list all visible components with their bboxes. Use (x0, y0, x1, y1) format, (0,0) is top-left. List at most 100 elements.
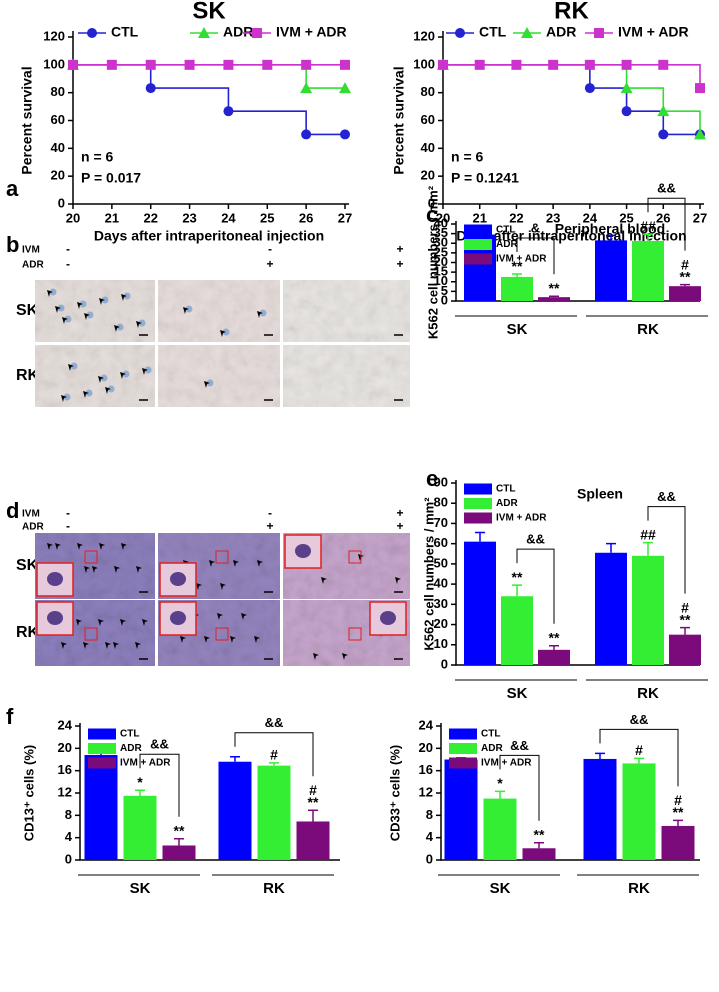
significance-label: ** (549, 280, 560, 296)
arrowhead (55, 306, 61, 313)
arrowhead (84, 313, 90, 320)
significance-label: * (137, 774, 143, 790)
marker (438, 59, 448, 70)
arrowhead (220, 330, 226, 337)
bar (501, 276, 533, 301)
bracket (516, 548, 555, 624)
arrowhead (47, 290, 53, 297)
inset-box (215, 550, 229, 564)
x-tick-label: RK (637, 685, 659, 702)
x-tick-label: SK (130, 880, 151, 897)
bar (595, 552, 627, 665)
micrograph-texture (158, 345, 280, 407)
treatment-sign: + (396, 519, 403, 533)
marker (106, 59, 117, 70)
significance-label: ** (680, 268, 691, 284)
x-tick-label: SK (490, 880, 511, 897)
inset-box (348, 627, 362, 641)
bracket-label: && (630, 712, 649, 727)
x-tick-label: 20 (436, 210, 450, 225)
y-tick-label: 40 (434, 215, 448, 230)
arrowhead (99, 543, 105, 550)
chart-title: Spleen (577, 486, 623, 502)
arrowhead (342, 653, 348, 660)
legend-label: IVM + ADR (618, 24, 689, 40)
error-bar (269, 762, 279, 766)
significance-label: # (270, 747, 278, 763)
arrowhead (142, 368, 148, 375)
marker (340, 59, 350, 70)
inset-cell (380, 611, 396, 625)
arrowhead (217, 613, 223, 620)
error-bar (549, 295, 559, 298)
arrowhead (136, 566, 142, 573)
legend-swatch (88, 728, 116, 740)
arrowhead (196, 583, 202, 590)
error-bar (230, 755, 240, 762)
inset (284, 534, 322, 569)
bracket (234, 732, 314, 777)
bar (218, 761, 252, 860)
bracket-label: && (150, 737, 169, 752)
bar (464, 541, 496, 665)
inset-box (84, 627, 98, 641)
y-tick-label: 5 (441, 283, 448, 298)
arrowhead (220, 583, 226, 590)
y-tick-label: 0 (65, 851, 72, 866)
bar (257, 765, 291, 860)
y-tick-label: 40 (421, 140, 435, 155)
bar (583, 758, 617, 860)
treatment-sign: + (266, 257, 273, 271)
y-tick-label: 35 (434, 225, 448, 240)
arrowhead (241, 613, 247, 620)
panel-label: b (6, 232, 19, 257)
y-tick-label: 20 (51, 168, 65, 183)
y-axis-label: Percent survival (391, 66, 407, 174)
treatment-label: IVM (22, 509, 40, 520)
error-bar (673, 819, 683, 826)
legend-swatch (464, 239, 492, 250)
bracket-label: && (657, 181, 676, 196)
y-tick-label: 25 (434, 244, 448, 259)
error-bar (643, 233, 653, 241)
inset-cell (295, 544, 311, 558)
x-tick-label: 21 (472, 210, 486, 225)
error-bar (606, 542, 616, 553)
arrowhead (114, 325, 120, 332)
arrowhead (77, 302, 83, 309)
y-axis-label: K562 cell numbers / mm² (425, 185, 440, 339)
error-bar (595, 752, 605, 759)
arrowhead (61, 395, 67, 402)
inset-cell (170, 572, 186, 586)
treatment-sign: + (396, 506, 403, 520)
bar (501, 596, 533, 665)
arrowhead (68, 364, 74, 371)
arrowhead (76, 619, 82, 626)
marker (301, 59, 312, 70)
treatment-sign: - (66, 519, 70, 533)
treatment-sign: + (266, 519, 273, 533)
legend-label: ADR (496, 239, 518, 250)
legend-label: ADR (496, 498, 518, 509)
arrowhead (358, 554, 364, 561)
significance-label: ** (534, 826, 545, 842)
arrowhead (135, 642, 141, 649)
x-tick-label: 23 (546, 210, 560, 225)
y-tick-label: 24 (58, 717, 73, 732)
legend-label: CTL (120, 729, 139, 740)
arrowhead (47, 543, 53, 550)
arrowhead (62, 317, 68, 324)
axis-line (440, 723, 700, 861)
legend-swatch (464, 483, 492, 495)
legend-swatch (88, 757, 116, 769)
error-bar (606, 234, 616, 241)
inset-box (215, 627, 229, 641)
arrowhead (204, 381, 210, 388)
marker (658, 129, 669, 140)
bracket (516, 237, 555, 275)
arrowhead (233, 560, 239, 567)
annotation: P = 0.1241 (451, 170, 519, 186)
inset-cell (47, 572, 63, 586)
arrowhead (209, 560, 215, 567)
arrowhead (105, 387, 111, 394)
